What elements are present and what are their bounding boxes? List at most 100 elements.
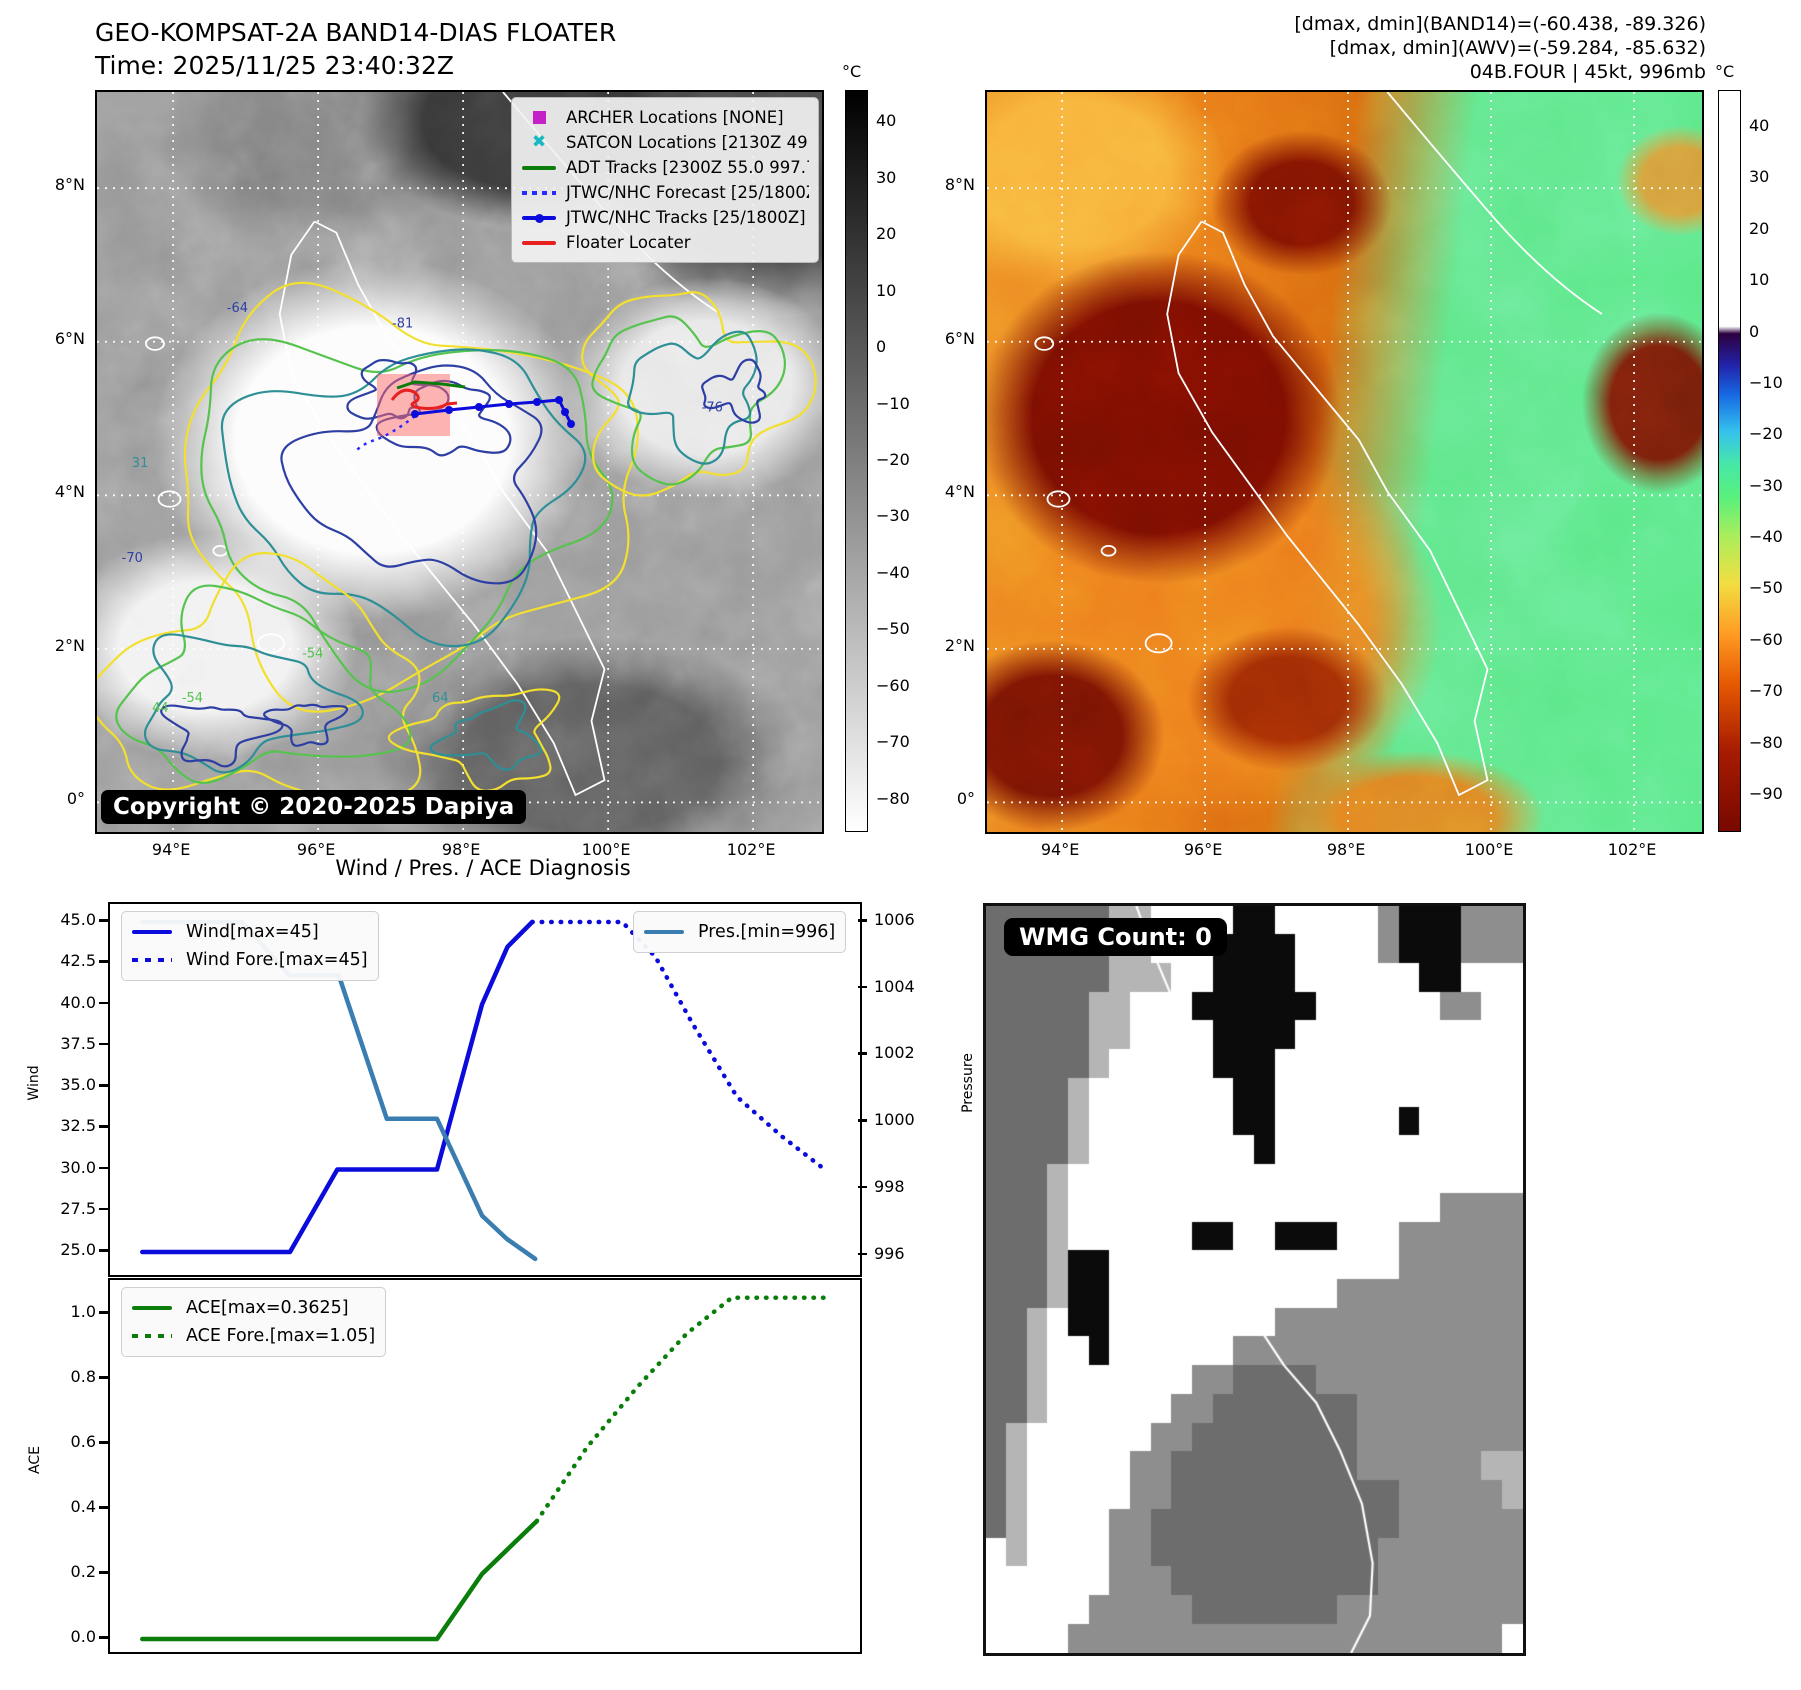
lon-tick-label: 96°E	[296, 840, 336, 859]
legend-item: ADT Tracks [2300Z 55.0 997.7]	[521, 155, 809, 180]
awv-map-panel	[985, 90, 1704, 834]
adt-track	[396, 380, 466, 390]
colorbar-tick-label: −20	[876, 450, 910, 469]
colorbar1-unit: °C	[842, 62, 862, 81]
coastline-island	[212, 544, 229, 557]
coastline-peninsula	[1386, 92, 1603, 315]
pressure-ytick-label: 1000	[874, 1110, 915, 1130]
chart-legend-label: ACE[max=0.3625]	[186, 1298, 349, 1318]
track-line-icon	[521, 240, 557, 245]
wmg-panel: WMG Count: 0	[983, 903, 1526, 1656]
coastline-island	[1034, 336, 1055, 351]
coastline-island	[157, 490, 182, 508]
chart-legend-item: Wind[max=45]	[132, 918, 368, 946]
lon-tick-label: 100°E	[1464, 840, 1514, 859]
colorbar-tick-label: −70	[876, 732, 910, 752]
pressure-ytick-mark	[858, 1185, 867, 1189]
ace-axis-label: ACE	[27, 1446, 43, 1474]
lat-tick-label: 8°N	[944, 175, 975, 195]
wind-ytick-label: 42.5	[60, 951, 96, 971]
dmax-dmin-band14: [dmax, dmin](BAND14)=(-60.438, -89.326)	[1294, 13, 1706, 35]
wind-ytick-label: 37.5	[60, 1033, 96, 1053]
contour-value-label: -54	[302, 646, 323, 661]
colorbar-tick-label: −60	[876, 675, 910, 695]
colorbar-tick-label: −30	[876, 506, 910, 526]
pressure-ytick-label: 1006	[874, 910, 915, 929]
colorbar-tick-label: 10	[876, 280, 897, 300]
ace-ytick-mark	[99, 1311, 108, 1314]
lat-tick-label: 2°N	[944, 635, 975, 655]
lat-tick-label: 6°N	[54, 328, 85, 348]
legend-item: ✖ SATCON Locations [2130Z 49 995]	[521, 130, 809, 155]
wind-ytick-label: 32.5	[60, 1116, 96, 1136]
series-ace-fore-max-1-05-	[534, 1295, 828, 1524]
pressure-axis-label: Pressure	[960, 1053, 976, 1113]
ir-contour	[387, 688, 561, 792]
ir-contour	[375, 379, 512, 457]
wind-ytick-label: 40.0	[60, 992, 96, 1012]
legend-item-label: SATCON Locations [2130Z 49 995]	[566, 133, 809, 152]
lon-tick-label: 96°E	[1183, 840, 1223, 859]
lon-tick-label: 98°E	[441, 840, 481, 859]
chart-legend-label: Pres.[min=996]	[698, 922, 836, 942]
colorbar-tick-label: −50	[1749, 578, 1783, 598]
jtwc-track-point	[533, 398, 541, 406]
lon-tick-label: 102°E	[1607, 840, 1657, 859]
wind-ytick-mark	[99, 919, 108, 922]
contour-value-label: 64	[432, 691, 449, 706]
wmg-count-badge: WMG Count: 0	[1004, 918, 1227, 956]
chart-legend-label: Wind[max=45]	[186, 922, 319, 942]
lon-tick-label: 94°E	[1040, 840, 1080, 859]
solid-line-icon	[132, 1306, 176, 1310]
floater-track	[390, 388, 458, 410]
lon-tick-label: 102°E	[726, 840, 776, 859]
lon-tick-label: 98°E	[1326, 840, 1366, 859]
coastline-island	[1144, 633, 1173, 654]
colorbar-tick-label: −50	[876, 619, 910, 639]
awv-overlays	[987, 92, 1702, 832]
dotted-line-icon	[132, 958, 176, 962]
lat-tick-label: 0°	[956, 789, 975, 809]
lon-tick-label: 94°E	[151, 840, 191, 859]
solid-line-icon	[132, 930, 176, 934]
pressure-ytick-mark	[858, 1252, 867, 1256]
wind-legend: Wind[max=45] Wind Fore.[max=45]	[121, 911, 379, 981]
wind-ytick-mark	[99, 1084, 108, 1087]
wind-pressure-chart	[108, 902, 862, 1277]
ir-contour	[160, 704, 284, 768]
chart-legend-item: ACE[max=0.3625]	[132, 1294, 375, 1322]
pressure-legend: Pres.[min=996]	[633, 911, 847, 953]
series-wind-max-45-	[140, 919, 535, 1255]
ace-ytick-label: 0.6	[70, 1432, 96, 1451]
pressure-ytick-mark	[858, 985, 867, 989]
series-wind-fore-max-45-	[529, 919, 828, 1172]
lon-tick-label: 100°E	[581, 840, 631, 859]
contour-value-label: 31	[132, 456, 149, 471]
coastline-island	[1100, 544, 1117, 557]
jtwc-track-point	[445, 406, 453, 414]
wind-ytick-label: 30.0	[60, 1157, 96, 1177]
ir-contour	[115, 584, 412, 784]
contour-value-label: -70	[122, 551, 143, 566]
colorbar-tick-label: 0	[1749, 321, 1760, 341]
chart-legend-label: ACE Fore.[max=1.05]	[186, 1326, 376, 1346]
coastline-island	[1046, 490, 1071, 508]
chart-legend-item: Wind Fore.[max=45]	[132, 946, 368, 974]
chart-legend-label: Wind Fore.[max=45]	[186, 950, 368, 970]
panel-title-block: GEO-KOMPSAT-2A BAND14-DIAS FLOATER Time:…	[95, 16, 616, 82]
ace-ytick-mark	[99, 1441, 108, 1444]
pressure-ytick-mark	[858, 919, 867, 922]
ace-legend: ACE[max=0.3625] ACE Fore.[max=1.05]	[121, 1287, 387, 1357]
wind-ytick-mark	[99, 1001, 108, 1004]
ir-contour	[263, 703, 349, 747]
forecast-dotted-icon	[521, 190, 557, 195]
ir-contour	[183, 281, 639, 713]
satellite-title: GEO-KOMPSAT-2A BAND14-DIAS FLOATER	[95, 18, 617, 47]
colorbar-tick-label: −40	[876, 562, 910, 582]
contour-value-label: -81	[392, 316, 413, 331]
lat-tick-label: 0°	[66, 789, 85, 809]
legend-item-label: Floater Locater	[566, 233, 691, 252]
jtwc-track-point	[561, 408, 569, 416]
wind-ytick-mark	[99, 1249, 108, 1252]
